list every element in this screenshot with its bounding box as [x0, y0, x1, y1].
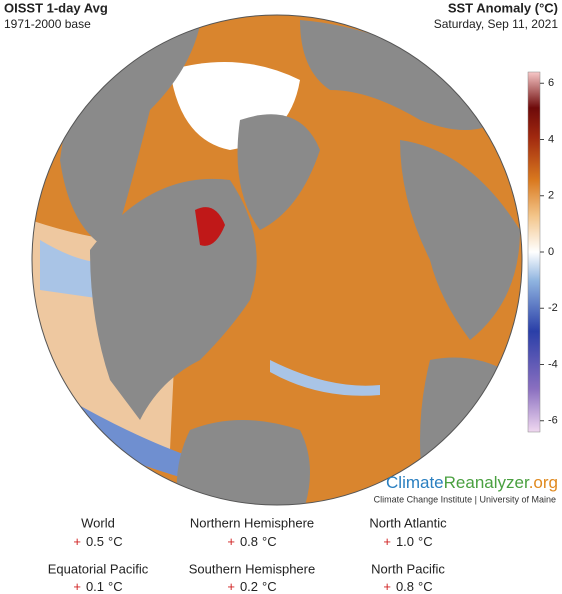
stat-sign: + [227, 579, 235, 594]
colorbar-ticks: 6 4 2 0 -2 -4 -6 [540, 77, 558, 427]
stat-unit: °C [418, 534, 433, 549]
logo: ClimateReanalyzer.org [386, 473, 558, 492]
stat-unit: °C [262, 534, 277, 549]
stat-sign: + [227, 534, 235, 549]
stat-number: 0.2 [240, 579, 258, 594]
colorbar-tick-label: -4 [548, 358, 558, 370]
stat-unit: °C [108, 579, 123, 594]
stat-value: +0.1 °C [73, 579, 122, 594]
stat-value: +0.8 °C [227, 534, 276, 549]
colorbar-tick-label: 2 [548, 190, 554, 202]
colorbar-tick-label: -6 [548, 415, 558, 427]
colorbar-tick-label: 4 [548, 133, 554, 145]
stat-name: North Pacific [371, 561, 445, 576]
stat-number: 0.1 [86, 579, 104, 594]
stat-name: North Atlantic [369, 515, 447, 530]
stat-number: 0.8 [396, 579, 414, 594]
stat-value: +0.2 °C [227, 579, 276, 594]
logo-part: .org [529, 473, 558, 492]
stat-number: 0.5 [86, 534, 104, 549]
colorbar [527, 71, 541, 433]
title: OISST 1-day Avg [4, 0, 108, 15]
date: Saturday, Sep 11, 2021 [434, 17, 559, 31]
stat-sign: + [383, 534, 391, 549]
stat-name: Equatorial Pacific [48, 561, 149, 576]
logo-caption: Climate Change Institute | University of… [374, 494, 556, 504]
stat-number: 1.0 [396, 534, 414, 549]
stat-name: Southern Hemisphere [189, 561, 315, 576]
globe-outline [31, 14, 523, 506]
colorbar-tick-label: 0 [548, 246, 554, 258]
variable: SST Anomaly (°C) [448, 0, 558, 15]
stat-sign: + [73, 579, 81, 594]
stat-sign: + [383, 579, 391, 594]
globe [32, 15, 522, 505]
stat-name: World [81, 515, 115, 530]
subtitle: 1971-2000 base [4, 17, 91, 31]
stat-value: +0.8 °C [383, 579, 432, 594]
logo-part: Reanalyzer [444, 473, 530, 492]
colorbar-tick-label: 6 [548, 77, 554, 89]
logo-part: Climate [386, 473, 444, 492]
stat-value: +0.5 °C [73, 534, 122, 549]
stat-unit: °C [418, 579, 433, 594]
stat-value: +1.0 °C [383, 534, 432, 549]
stat-unit: °C [108, 534, 123, 549]
stat-number: 0.8 [240, 534, 258, 549]
stat-sign: + [73, 534, 81, 549]
colorbar-tick-label: -2 [548, 302, 558, 314]
stat-name: Northern Hemisphere [190, 515, 314, 530]
stat-unit: °C [262, 579, 277, 594]
